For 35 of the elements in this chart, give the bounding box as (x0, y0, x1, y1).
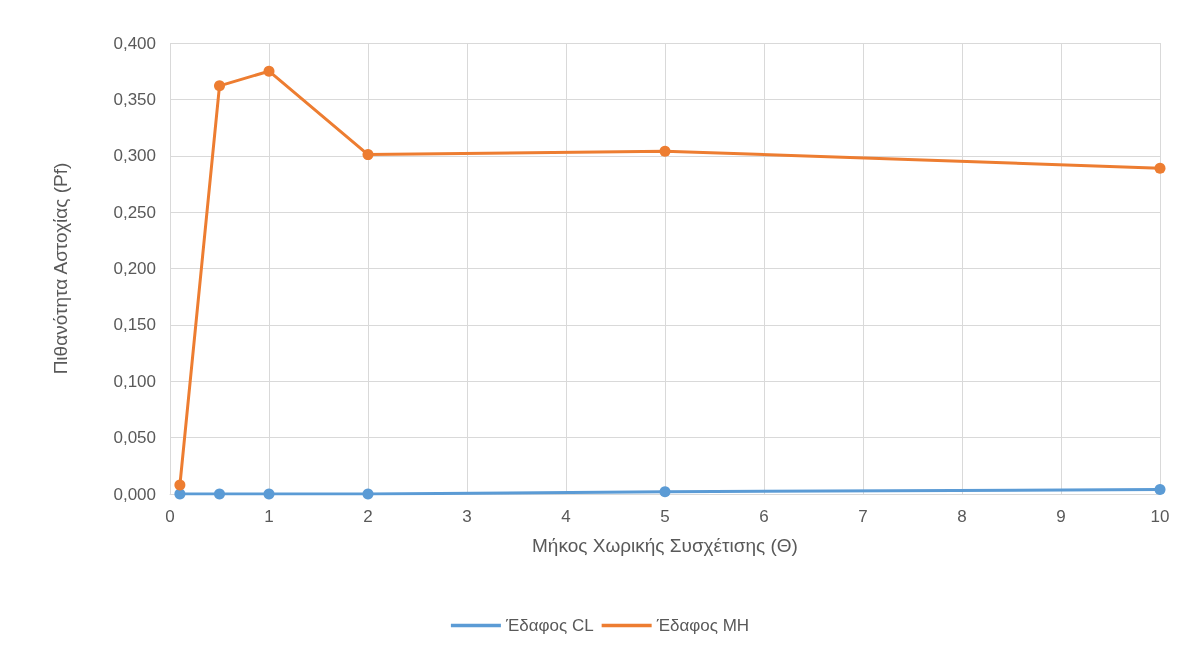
point (214, 488, 225, 500)
x-tick-label: 5 (660, 507, 670, 526)
x-tick-label: 7 (858, 507, 868, 526)
x-tick-label: 8 (957, 507, 967, 526)
y-tick-label: 0,250 (113, 202, 156, 222)
point (263, 488, 275, 500)
point (1154, 162, 1166, 174)
y-tick-label: 0,400 (113, 33, 156, 53)
x-tick-label: 9 (1056, 507, 1066, 526)
point (214, 80, 225, 92)
legend-label: Έδαφος CL (504, 616, 594, 635)
point (659, 486, 671, 498)
point (362, 149, 374, 161)
y-tick-label: 0,200 (113, 259, 156, 278)
y-axis-title: Πιθανότητα Αστοχίας (Pf) (50, 162, 71, 375)
x-axis-title: Μήκος Χωρικής Συσχέτισης (Θ) (532, 535, 798, 556)
point (263, 65, 275, 77)
x-tick-label: 4 (561, 507, 571, 526)
x-tick-label: 3 (462, 507, 472, 526)
y-tick-label: 0,300 (113, 146, 156, 166)
x-tick-label: 2 (363, 507, 373, 526)
y-tick-label: 0,150 (113, 315, 156, 335)
point (362, 488, 374, 500)
y-tick-label: 0,100 (113, 371, 156, 391)
x-tick-label: 6 (759, 507, 769, 526)
x-tick-label: 0 (165, 507, 175, 526)
x-tick-label: 1 (264, 507, 274, 526)
point (174, 479, 186, 491)
legend-label: Έδαφος MH (655, 616, 750, 635)
point (659, 145, 671, 157)
point (1154, 483, 1166, 495)
x-tick-label: 10 (1150, 507, 1170, 526)
y-tick-label: 0,350 (113, 89, 156, 109)
y-tick-label: 0,000 (113, 484, 156, 504)
y-tick-label: 0,050 (113, 428, 156, 448)
